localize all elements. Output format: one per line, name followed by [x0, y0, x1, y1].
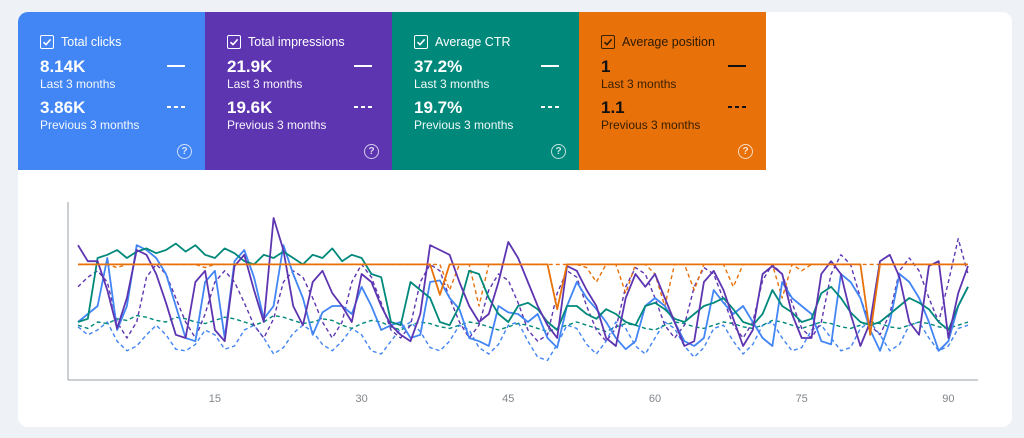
previous-period: Previous 3 months [601, 118, 701, 132]
series-layer [77, 217, 969, 362]
x-tick-label: 30 [355, 393, 367, 405]
current-metric: 1 Last 3 months [601, 57, 746, 92]
x-tick-label: 75 [796, 393, 808, 405]
dashed-line-icon [541, 106, 559, 108]
solid-line-icon [167, 65, 185, 67]
tile-title: Average CTR [435, 35, 511, 49]
current-metric: 37.2% Last 3 months [414, 57, 559, 92]
series-line-clicks-previous[interactable] [77, 321, 969, 362]
help-icon[interactable]: ? [177, 144, 192, 159]
checkbox-checked-icon[interactable] [227, 35, 241, 49]
performance-chart: 15 30 45 60 75 90 [18, 170, 1012, 427]
tile-total-impressions[interactable]: Total impressions 21.9K Last 3 months 19… [205, 12, 392, 170]
tile-average-position[interactable]: Average position 1 Last 3 months 1.1 Pre… [579, 12, 766, 170]
tick-layer: 15 30 45 60 75 90 [209, 393, 955, 405]
previous-period: Previous 3 months [40, 118, 140, 132]
solid-line-icon [728, 65, 746, 67]
previous-metric: 1.1 Previous 3 months [601, 98, 746, 133]
previous-metric: 19.6K Previous 3 months [227, 98, 372, 133]
x-tick-label: 60 [649, 393, 661, 405]
help-icon[interactable]: ? [738, 144, 753, 159]
x-tick-label: 15 [209, 393, 221, 405]
tile-average-ctr[interactable]: Average CTR 37.2% Last 3 months 19.7% Pr… [392, 12, 579, 170]
previous-period: Previous 3 months [227, 118, 327, 132]
tile-title: Total clicks [61, 35, 122, 49]
checkbox-checked-icon[interactable] [40, 35, 54, 49]
current-period: Last 3 months [601, 77, 677, 91]
series-line-ctr-current[interactable] [77, 242, 969, 331]
series-line-impressions-current[interactable] [77, 217, 969, 347]
tile-total-clicks[interactable]: Total clicks 8.14K Last 3 months 3.86K P… [18, 12, 205, 170]
series-line-clicks-current[interactable] [77, 244, 969, 352]
tile-header: Average position [601, 33, 766, 51]
previous-value: 19.6K [227, 98, 273, 117]
current-period: Last 3 months [227, 77, 303, 91]
dashed-line-icon [728, 106, 746, 108]
previous-value: 1.1 [601, 98, 625, 117]
current-metric: 8.14K Last 3 months [40, 57, 185, 92]
previous-metric: 19.7% Previous 3 months [414, 98, 559, 133]
tile-header: Total impressions [227, 33, 392, 51]
dashed-line-icon [354, 106, 372, 108]
current-value: 1 [601, 57, 611, 76]
series-line-ctr-previous[interactable] [77, 314, 969, 333]
current-value: 8.14K [40, 57, 86, 76]
current-value: 21.9K [227, 57, 273, 76]
tile-title: Average position [622, 35, 715, 49]
tile-title: Total impressions [248, 35, 345, 49]
series-line-impressions-previous[interactable] [77, 238, 969, 342]
previous-value: 3.86K [40, 98, 86, 117]
help-icon[interactable]: ? [551, 144, 566, 159]
solid-line-icon [541, 65, 559, 67]
metric-tiles: Total clicks 8.14K Last 3 months 3.86K P… [18, 12, 766, 170]
x-tick-label: 45 [502, 393, 514, 405]
checkbox-checked-icon[interactable] [601, 35, 615, 49]
tile-header: Total clicks [40, 33, 205, 51]
solid-line-icon [354, 65, 372, 67]
x-tick-label: 90 [942, 393, 954, 405]
current-period: Last 3 months [414, 77, 490, 91]
dashed-line-icon [167, 106, 185, 108]
line-chart-svg: 15 30 45 60 75 90 [67, 202, 978, 405]
series-line-position-current[interactable] [78, 263, 968, 336]
tile-header: Average CTR [414, 33, 579, 51]
help-icon[interactable]: ? [364, 144, 379, 159]
previous-metric: 3.86K Previous 3 months [40, 98, 185, 133]
current-value: 37.2% [414, 57, 463, 76]
previous-value: 19.7% [414, 98, 463, 117]
checkbox-checked-icon[interactable] [414, 35, 428, 49]
previous-period: Previous 3 months [414, 118, 514, 132]
current-period: Last 3 months [40, 77, 116, 91]
current-metric: 21.9K Last 3 months [227, 57, 372, 92]
performance-card: Total clicks 8.14K Last 3 months 3.86K P… [18, 12, 1012, 427]
